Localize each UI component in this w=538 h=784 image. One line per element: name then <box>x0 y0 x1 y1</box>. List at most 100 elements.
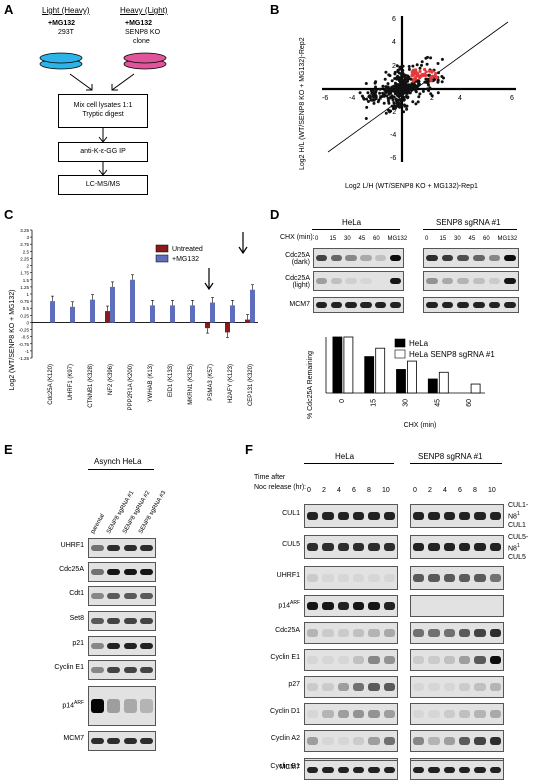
f-blot-senp8 <box>410 566 504 590</box>
f-blot-hela <box>304 676 398 698</box>
f-blot-senp8 <box>410 649 504 671</box>
scatter-point <box>404 94 408 98</box>
band <box>90 592 104 600</box>
scatter-point <box>387 101 391 105</box>
panel-label-c: C <box>4 207 14 222</box>
bar-untreated <box>225 322 230 333</box>
band <box>330 302 342 308</box>
band <box>441 302 454 308</box>
band <box>383 683 396 691</box>
band <box>428 512 440 520</box>
y-tick-2: 2 <box>392 63 396 70</box>
f-lane-label: 6 <box>352 487 356 494</box>
scatter-point <box>415 85 419 89</box>
band <box>443 710 456 718</box>
band <box>383 629 396 637</box>
band <box>504 277 517 285</box>
f-row-label: Cyclin E1 <box>270 654 300 661</box>
e-title-line <box>88 469 154 470</box>
d-group-senp8: SENP8 sgRNA #1 <box>436 218 501 227</box>
bar-chart-c: Log2 (WT/SENP8 KO + MG132) 3.25 3 2.75 2.5 2… <box>9 228 258 410</box>
f-blot-hela <box>304 504 398 528</box>
scatter-point <box>427 83 430 87</box>
band <box>412 656 425 664</box>
chart-c-arrows <box>204 232 248 291</box>
band <box>368 543 380 551</box>
f-lane-label: 6 <box>458 487 462 494</box>
chart-c-y-tick-label: 0.75 <box>20 299 29 304</box>
scatter-point <box>401 64 405 68</box>
scatter-point <box>391 88 395 92</box>
e-row-label: Set8 <box>69 615 84 622</box>
y-tick-6: 6 <box>392 16 396 23</box>
band <box>306 602 319 610</box>
f-lane-label: 2 <box>322 487 326 494</box>
scatter-point <box>402 96 406 100</box>
scatter-point <box>399 77 403 81</box>
scatter-point-highlight <box>411 71 415 75</box>
scatter-point <box>440 57 444 61</box>
chart-c-x-label: UHRF1 (K97) <box>68 364 74 400</box>
scatter-point <box>387 99 390 103</box>
band <box>412 766 425 774</box>
band <box>345 302 357 308</box>
band <box>315 254 328 262</box>
f-time-label-1: Time after <box>254 474 286 481</box>
band <box>458 574 471 582</box>
scatter-point <box>362 97 366 101</box>
scatter-point <box>407 75 411 79</box>
band <box>352 602 365 610</box>
d-blot-hela <box>313 248 404 268</box>
band <box>140 642 153 650</box>
band <box>337 602 350 610</box>
f-blot-hela <box>304 649 398 671</box>
e-row-label: Cdt1 <box>69 590 84 597</box>
band <box>489 683 502 691</box>
band <box>360 302 372 308</box>
band <box>306 512 319 520</box>
f-lane-label: 8 <box>367 487 371 494</box>
scatter-point <box>408 91 412 95</box>
band <box>428 737 440 745</box>
scatter-point <box>365 105 369 109</box>
band <box>489 574 502 582</box>
d-lane-label: 15 <box>329 236 337 242</box>
f-lane-label: 0 <box>413 487 417 494</box>
band <box>107 737 120 745</box>
band <box>428 656 440 664</box>
band <box>322 574 334 582</box>
scatter-point <box>403 104 407 108</box>
band <box>107 592 120 600</box>
d-blot-senp8 <box>423 271 519 291</box>
band <box>375 254 387 262</box>
band <box>337 766 350 774</box>
scatter-point <box>404 83 408 87</box>
scatter-point <box>397 101 400 105</box>
legend-senp8-swatch <box>394 349 406 359</box>
bar-untreated <box>105 311 110 323</box>
cul1-label: CUL1 <box>508 521 526 529</box>
band <box>368 602 380 610</box>
d-lane-label: 45 <box>358 236 366 242</box>
band <box>375 302 387 308</box>
bar-mg132 <box>230 305 235 323</box>
bar-mg132 <box>250 289 255 323</box>
e-blot <box>88 586 156 606</box>
band <box>368 710 380 718</box>
band <box>90 568 104 576</box>
band <box>368 766 380 774</box>
scatter-point <box>395 64 399 68</box>
d-lane-label: 60 <box>483 236 490 242</box>
band <box>428 629 440 637</box>
bar-untreated <box>245 319 250 323</box>
bar-senp8 <box>470 383 481 394</box>
band <box>368 512 380 520</box>
f-row-label: Cyclin B1 <box>270 763 300 770</box>
scatter-point <box>384 70 388 74</box>
chart-c-y-tick-label: 2.75 <box>20 242 29 247</box>
scatter-point-highlight <box>424 73 428 77</box>
x-tick-minus6: -6 <box>322 95 328 102</box>
bar-senp8 <box>375 347 386 394</box>
band <box>306 543 319 551</box>
band <box>383 512 396 520</box>
